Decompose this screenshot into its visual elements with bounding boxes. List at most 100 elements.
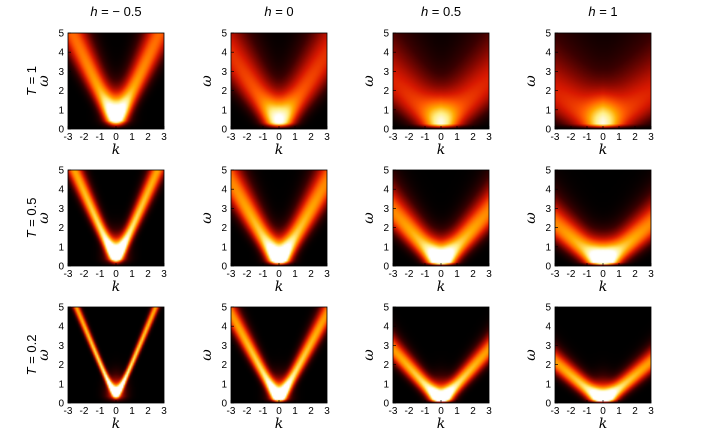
- y-tick-label: 5: [383, 166, 389, 177]
- y-axis-label: ω: [361, 212, 377, 224]
- x-tick-label: 2: [145, 406, 151, 417]
- y-tick-label: 4: [221, 48, 227, 59]
- y-tick-label: 4: [545, 48, 551, 59]
- x-tick-label: -3: [227, 269, 236, 280]
- x-tick-label: 3: [648, 406, 654, 417]
- x-tick-label: -2: [405, 406, 414, 417]
- y-tick-label: 0: [58, 125, 64, 136]
- y-tick-label: 0: [58, 399, 64, 410]
- x-tick-label: -3: [227, 132, 236, 143]
- y-tick-label: 0: [545, 262, 551, 273]
- x-tick-label: -2: [243, 132, 252, 143]
- x-tick-label: 2: [470, 406, 476, 417]
- heatmap-image: [555, 307, 651, 403]
- x-axis-label: k: [599, 279, 607, 295]
- y-tick-label: 2: [383, 360, 389, 371]
- heatmap-image: [231, 33, 327, 129]
- row-title-value: = 0.5: [24, 198, 39, 231]
- x-tick-label: 3: [486, 132, 492, 143]
- y-tick-label: 2: [58, 86, 64, 97]
- x-tick-label: -1: [259, 132, 268, 143]
- x-tick-label: -1: [421, 406, 430, 417]
- x-tick-label: 0: [600, 269, 606, 280]
- y-tick-label: 2: [545, 86, 551, 97]
- x-tick-label: -2: [567, 406, 576, 417]
- y-tick-label: 5: [221, 303, 227, 314]
- x-tick-label: 1: [454, 406, 460, 417]
- x-tick-label: -2: [405, 269, 414, 280]
- y-tick-label: 2: [545, 360, 551, 371]
- y-tick-label: 2: [383, 86, 389, 97]
- x-tick-label: -3: [551, 132, 560, 143]
- heatmap-image: [68, 307, 164, 403]
- y-tick-label: 1: [221, 379, 227, 390]
- x-tick-label: 2: [632, 132, 638, 143]
- y-tick-label: 3: [58, 204, 64, 215]
- y-tick-label: 0: [545, 125, 551, 136]
- x-tick-label: 1: [454, 132, 460, 143]
- heatmap-image: [555, 33, 651, 129]
- x-tick-label: 3: [324, 269, 330, 280]
- x-tick-label: 0: [438, 406, 444, 417]
- x-tick-label: -2: [405, 132, 414, 143]
- y-axis-label: ω: [361, 349, 377, 361]
- y-tick-label: 1: [221, 242, 227, 253]
- y-tick-label: 1: [383, 242, 389, 253]
- y-tick-label: 0: [58, 262, 64, 273]
- x-tick-label: -1: [259, 406, 268, 417]
- x-axis-label: k: [437, 416, 445, 432]
- x-tick-label: 0: [600, 132, 606, 143]
- x-tick-label: 1: [292, 269, 298, 280]
- y-tick-label: 0: [221, 399, 227, 410]
- x-tick-label: -1: [96, 406, 105, 417]
- x-tick-label: 1: [129, 406, 135, 417]
- y-tick-label: 5: [221, 166, 227, 177]
- y-axis-label: ω: [36, 212, 52, 224]
- y-tick-label: 3: [58, 341, 64, 352]
- y-tick-label: 1: [545, 242, 551, 253]
- x-tick-label: -3: [551, 269, 560, 280]
- heatmap-image: [393, 307, 489, 403]
- y-tick-label: 2: [221, 223, 227, 234]
- heatmap-image: [393, 33, 489, 129]
- x-tick-label: 0: [276, 269, 282, 280]
- row-title-var: T: [24, 87, 39, 96]
- x-tick-label: -2: [567, 132, 576, 143]
- x-tick-label: 1: [129, 269, 135, 280]
- y-tick-label: 4: [383, 322, 389, 333]
- x-tick-label: 3: [161, 269, 167, 280]
- column-title: h = − 0.5: [90, 4, 141, 19]
- y-axis-label: ω: [36, 349, 52, 361]
- heatmap-image: [555, 170, 651, 266]
- y-tick-label: 2: [58, 360, 64, 371]
- y-tick-label: 0: [545, 399, 551, 410]
- x-tick-label: 1: [454, 269, 460, 280]
- x-tick-label: -1: [421, 269, 430, 280]
- heatmap-image: [68, 33, 164, 129]
- heatmap-image: [231, 170, 327, 266]
- x-tick-label: 1: [292, 406, 298, 417]
- x-tick-label: -3: [64, 269, 73, 280]
- x-tick-label: 0: [438, 132, 444, 143]
- x-tick-label: -3: [64, 132, 73, 143]
- y-tick-label: 3: [545, 341, 551, 352]
- y-tick-label: 5: [58, 166, 64, 177]
- x-tick-label: -2: [567, 269, 576, 280]
- column-title-var: h: [90, 4, 97, 19]
- x-axis-label: k: [275, 416, 283, 432]
- x-axis-label: k: [599, 416, 607, 432]
- y-tick-label: 1: [545, 379, 551, 390]
- column-title: h = 0: [264, 4, 293, 19]
- x-tick-label: 3: [648, 132, 654, 143]
- x-tick-label: 0: [600, 406, 606, 417]
- column-title-value: = 0: [272, 4, 294, 19]
